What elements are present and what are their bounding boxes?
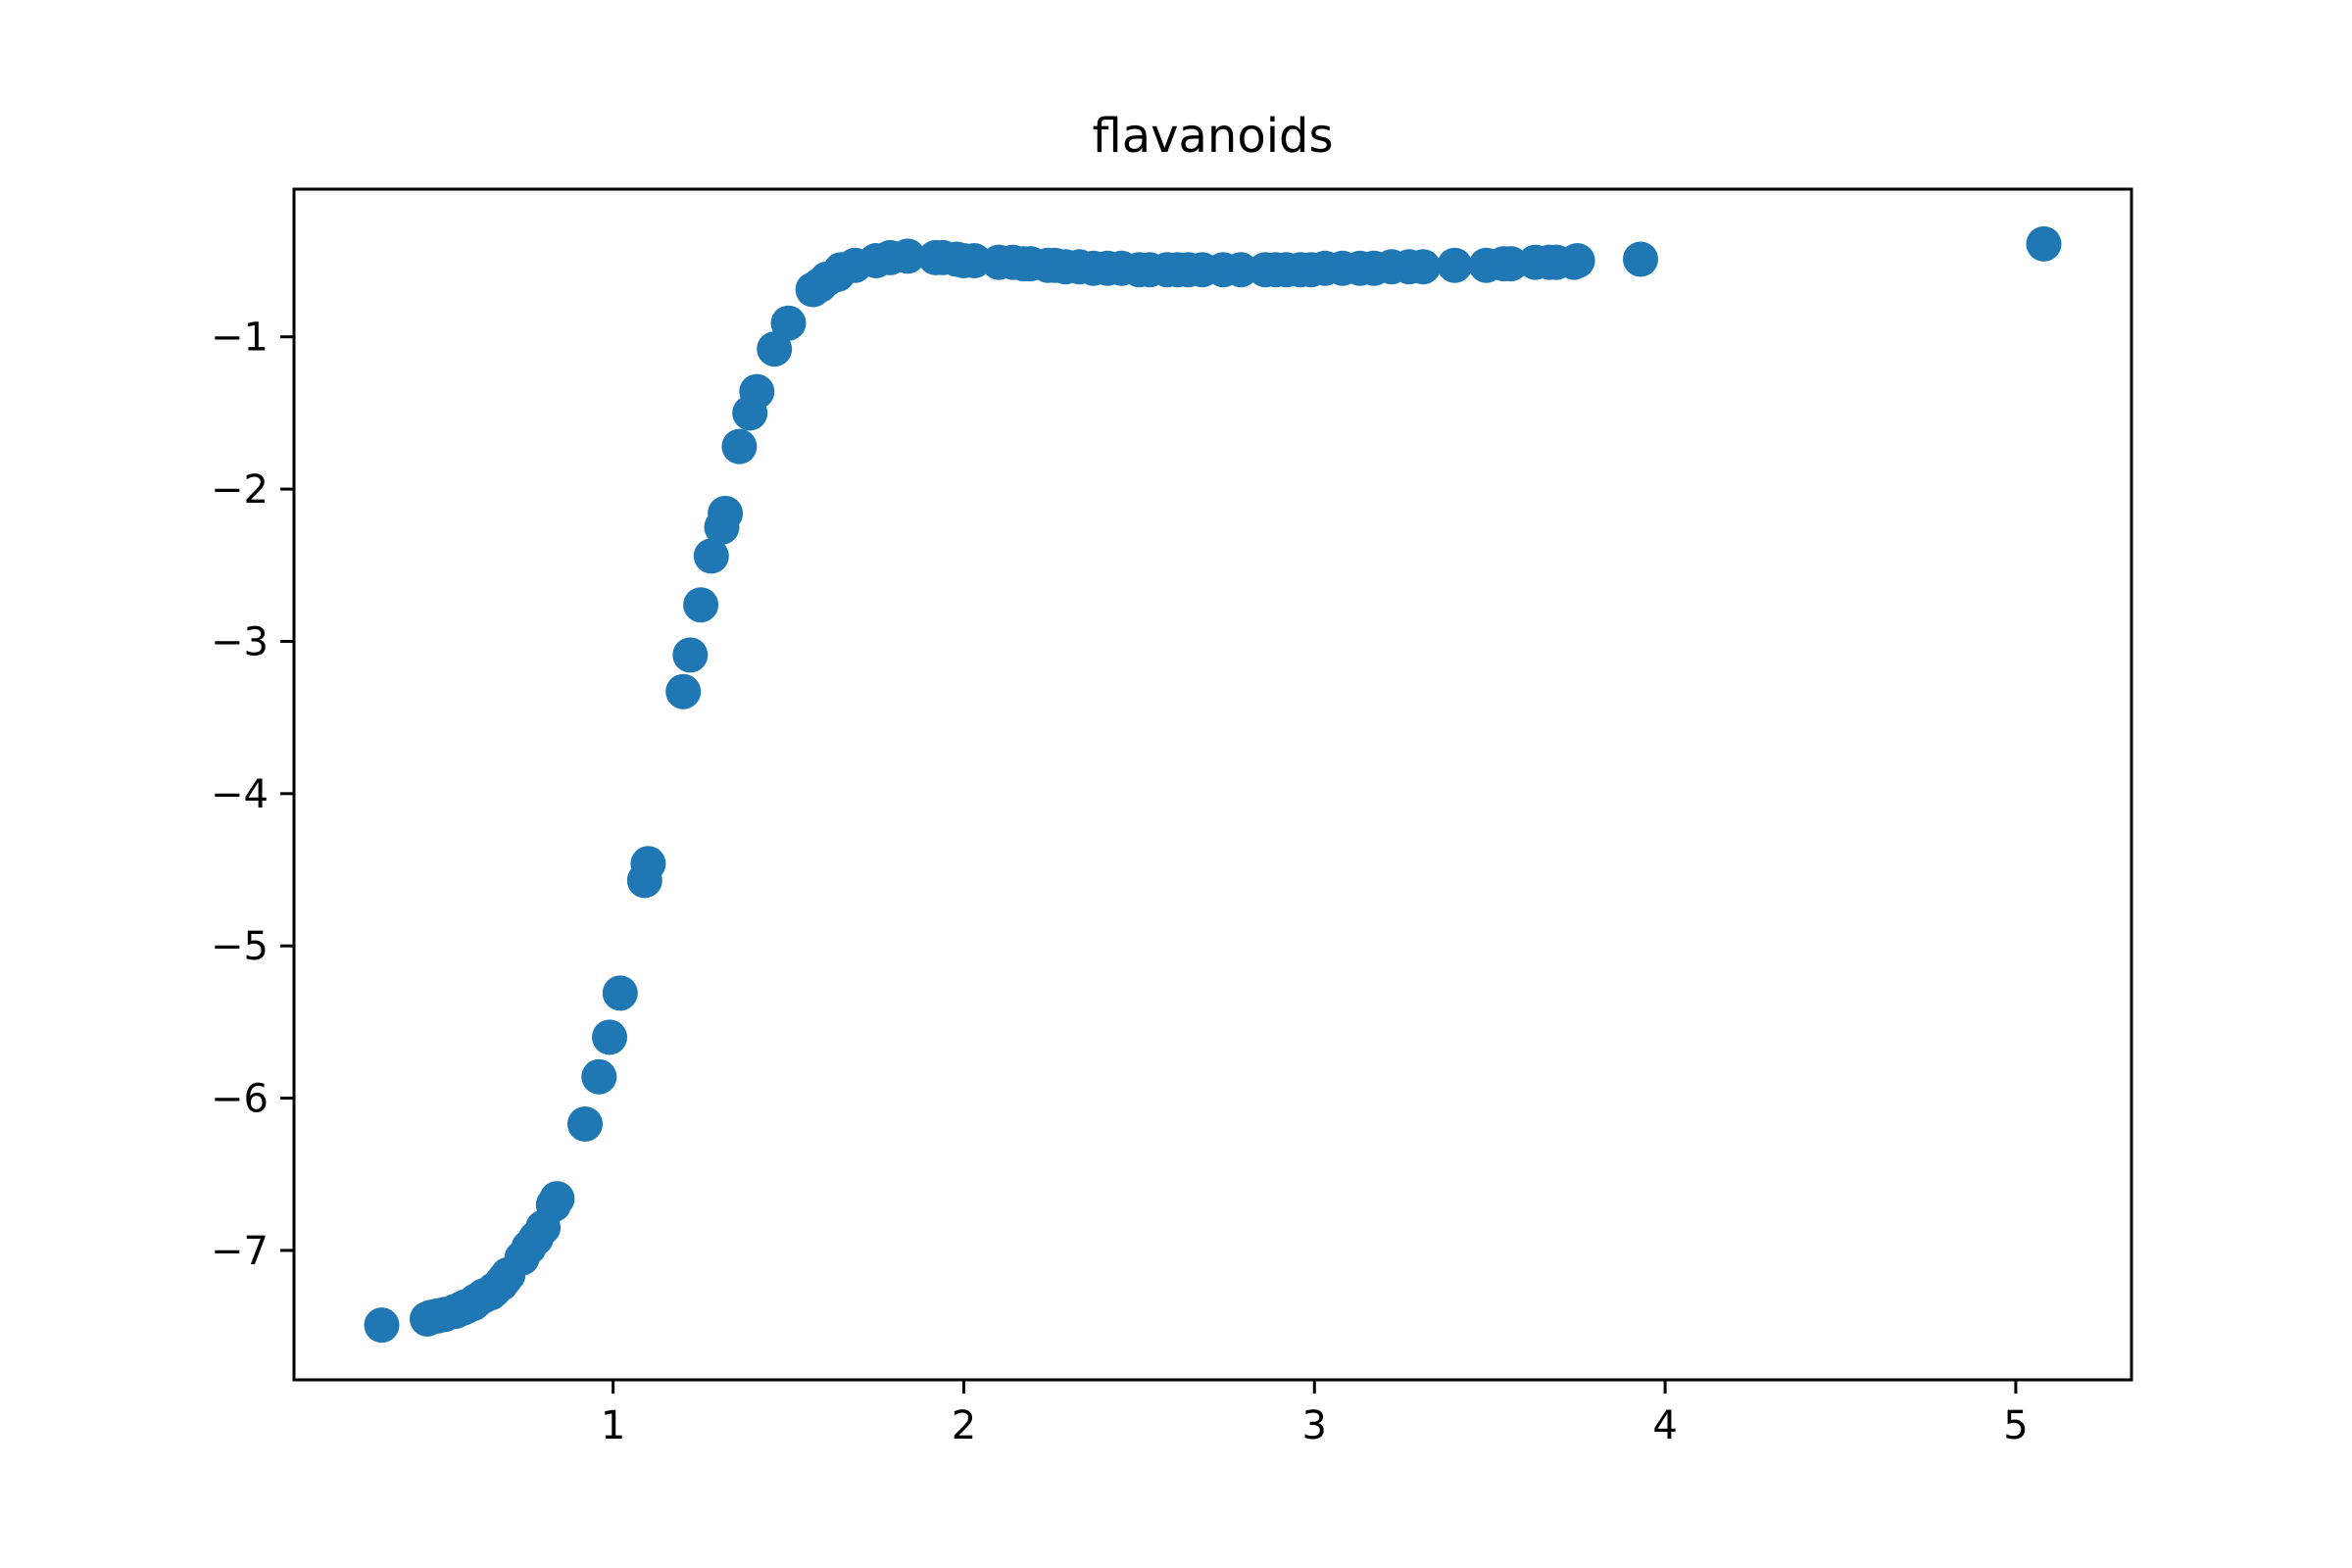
y-tick-label: −1 [211, 316, 269, 361]
y-tick-label: −7 [211, 1229, 269, 1274]
chart-title: flavanoids [1092, 109, 1333, 164]
data-point [567, 1106, 603, 1142]
x-tick-label: 5 [2003, 1403, 2028, 1448]
data-point [602, 975, 638, 1011]
data-point [592, 1019, 627, 1055]
data-point [1623, 241, 1658, 277]
data-point [683, 587, 719, 623]
x-tick-label: 2 [952, 1403, 976, 1448]
data-point [693, 538, 729, 574]
data-point [757, 331, 793, 368]
y-tick-label: −5 [211, 924, 269, 969]
plot-area-frame [292, 187, 2133, 1382]
data-points [364, 225, 2062, 1344]
data-point [672, 637, 709, 673]
y-tick-label: −2 [211, 467, 269, 513]
y-tick-label: −3 [211, 619, 269, 664]
x-tick-label: 4 [1652, 1403, 1677, 1448]
data-point [1437, 247, 1473, 283]
y-tick-label: −4 [211, 772, 269, 817]
y-axis: −7 −6 −5 −4 −3 −2 −1 [211, 316, 294, 1274]
data-point [539, 1181, 575, 1217]
x-axis: 1 2 3 4 5 [601, 1380, 2029, 1448]
data-point [890, 238, 926, 274]
data-point [739, 373, 775, 410]
data-point [770, 305, 807, 341]
data-point [1405, 249, 1442, 285]
x-tick-label: 3 [1302, 1403, 1327, 1448]
data-point [581, 1058, 617, 1095]
data-point [721, 428, 758, 465]
data-point [630, 846, 666, 882]
data-point [1223, 252, 1259, 288]
data-point [1559, 243, 1595, 278]
data-point [665, 673, 702, 710]
data-point [708, 495, 744, 531]
data-point [364, 1307, 400, 1344]
x-tick-label: 1 [601, 1403, 625, 1448]
y-tick-label: −6 [211, 1077, 269, 1122]
data-point [2026, 225, 2062, 262]
